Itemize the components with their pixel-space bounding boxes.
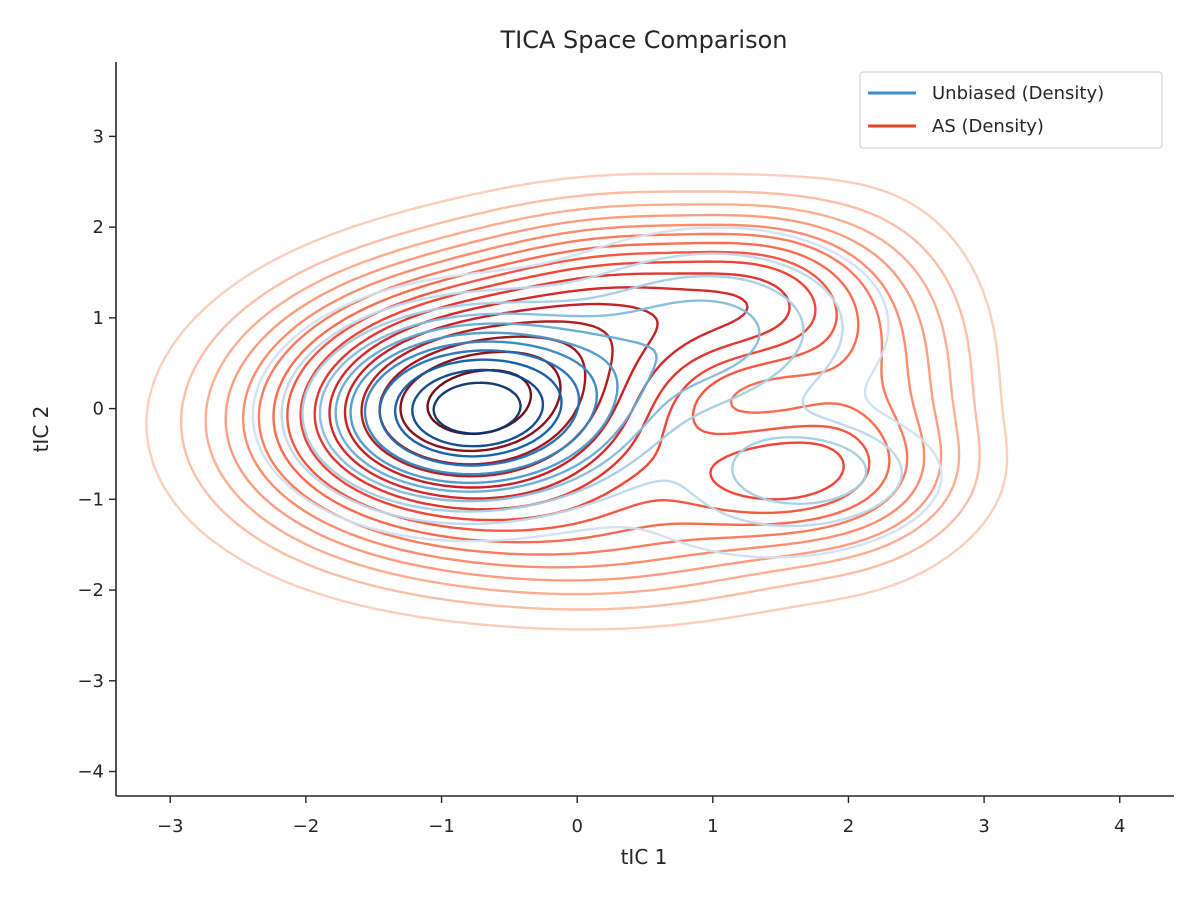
unbiased-density-contour — [363, 340, 598, 476]
as-density-contour — [180, 190, 981, 611]
unbiased-density-contour — [349, 331, 619, 484]
y-tick-label: 3 — [93, 126, 104, 147]
y-tick-label: −1 — [77, 489, 104, 510]
x-tick-label: −3 — [157, 816, 184, 837]
y-tick-label: 1 — [93, 308, 104, 329]
unbiased-density-contour — [411, 368, 545, 448]
chart-title: TICA Space Comparison — [499, 26, 787, 54]
x-tick-label: −2 — [293, 816, 320, 837]
x-axis-ticks: −3 −2 −1 0 1 2 3 4 — [157, 796, 1125, 837]
x-tick-label: 0 — [571, 816, 582, 837]
legend-label-as: AS (Density) — [932, 116, 1044, 137]
legend-label-unbiased: Unbiased (Density) — [932, 83, 1104, 104]
x-tick-label: 2 — [843, 816, 854, 837]
x-tick-label: 4 — [1114, 816, 1125, 837]
legend: Unbiased (Density) AS (Density) — [859, 71, 1163, 149]
y-tick-label: −3 — [77, 671, 104, 692]
unbiased-density-contour — [378, 349, 581, 467]
unbiased-density-contour — [334, 322, 658, 493]
x-tick-label: 1 — [707, 816, 718, 837]
unbiased-density-contour — [301, 274, 868, 513]
y-axis-label: tIC 2 — [29, 406, 53, 453]
unbiased-density-contour — [251, 226, 943, 559]
x-axis-label: tIC 1 — [621, 845, 668, 869]
contour-plot-area — [145, 172, 1009, 631]
legend-box — [859, 71, 1163, 149]
y-tick-label: 0 — [93, 399, 104, 420]
unbiased-density-contour — [393, 358, 563, 458]
y-axis-ticks: −4 −3 −2 −1 0 1 2 3 — [77, 126, 116, 783]
as-density-contour — [145, 172, 1009, 631]
unbiased-density-contour — [432, 381, 522, 435]
y-tick-label: 2 — [93, 217, 104, 238]
as-density-contour — [204, 203, 961, 596]
y-tick-label: −2 — [77, 580, 104, 601]
x-tick-label: 3 — [978, 816, 989, 837]
unbiased-density-contour — [280, 252, 903, 528]
as-density-contour — [299, 260, 845, 522]
as-density-contour — [224, 213, 943, 582]
unbiased-density-contour — [318, 299, 761, 503]
y-tick-label: −4 — [77, 762, 104, 783]
as-density-contour — [343, 302, 659, 489]
x-tick-label: −1 — [428, 816, 455, 837]
